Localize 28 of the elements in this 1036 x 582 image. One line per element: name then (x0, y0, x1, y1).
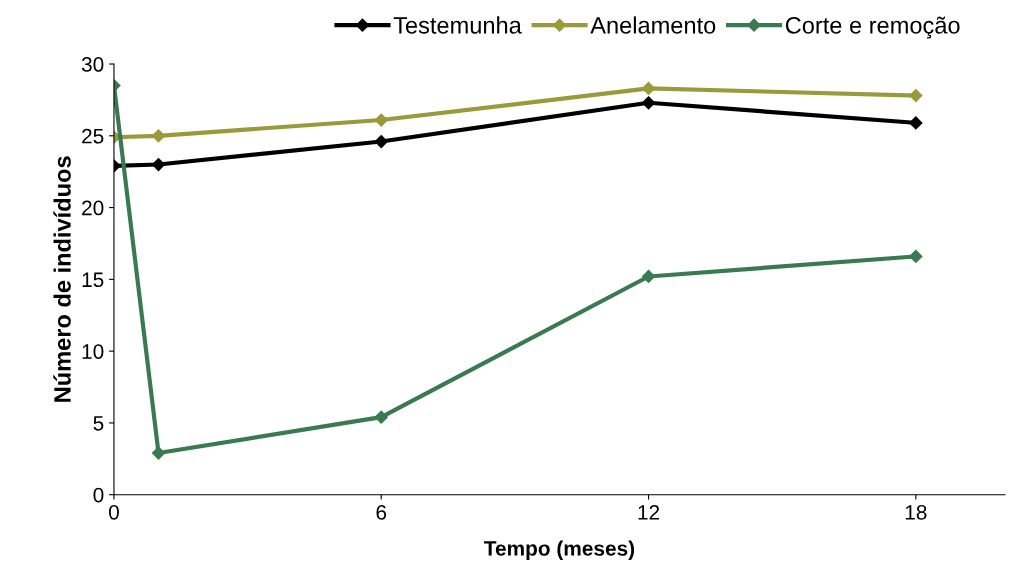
point (151, 157, 166, 172)
y-tick-label: 5 (93, 416, 104, 431)
x-tick-label: 0 (108, 504, 119, 520)
x-tick-label: 18 (905, 504, 927, 520)
y-tick-label: 25 (82, 128, 104, 144)
point (374, 113, 388, 127)
point (909, 116, 923, 130)
point (374, 134, 388, 149)
y-tick-label: 0 (93, 487, 104, 503)
y-tick-label: 30 (81, 57, 104, 72)
x-axis-title: Tempo (meses) (484, 540, 635, 560)
point (151, 129, 166, 143)
point (641, 269, 656, 284)
point (909, 249, 923, 263)
x-tick-label: 12 (638, 504, 660, 520)
legend-label: Testemunha (393, 16, 522, 34)
x-tick-label: 6 (376, 504, 387, 520)
y-tick-label: 20 (82, 200, 104, 216)
point (641, 96, 656, 110)
legend-label: Anelamento (590, 16, 716, 34)
point (151, 446, 166, 460)
y-tick-label: 15 (82, 272, 104, 288)
point (909, 89, 923, 103)
legend-label: Corte e remoção (785, 16, 960, 39)
point (374, 410, 388, 424)
point (641, 81, 656, 96)
y-tick-label: 10 (82, 344, 104, 359)
y-axis-title: Número de indivíduos (53, 156, 71, 402)
